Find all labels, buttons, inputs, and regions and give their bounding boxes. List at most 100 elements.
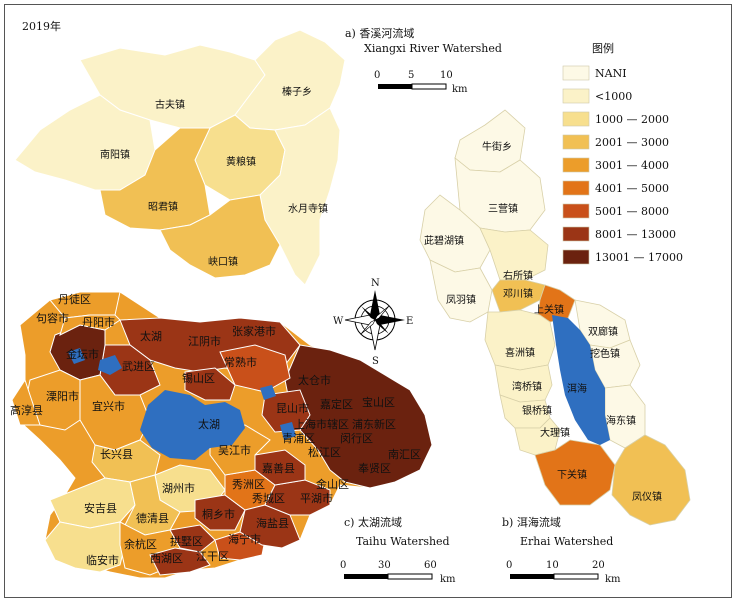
svg-text:右所镇: 右所镇 [503, 269, 533, 282]
svg-text:平湖市: 平湖市 [300, 491, 333, 505]
svg-text:茈碧湖镇: 茈碧湖镇 [424, 234, 464, 247]
svg-text:安吉县: 安吉县 [84, 501, 117, 515]
svg-text:30: 30 [378, 560, 391, 571]
panel-a-title-en: Xiangxi River Watershed [364, 42, 502, 55]
compass-n: N [371, 278, 380, 289]
svg-text:高淳县: 高淳县 [10, 403, 43, 417]
label-zhenzi: 榛子乡 [282, 85, 312, 98]
region-wase [589, 339, 641, 389]
svg-text:20: 20 [592, 560, 605, 571]
svg-text:洱海: 洱海 [567, 382, 587, 395]
svg-text:挖色镇: 挖色镇 [590, 347, 620, 360]
svg-text:丹徒区: 丹徒区 [58, 292, 91, 306]
small-lake-4 [280, 422, 296, 440]
svg-text:桐乡市: 桐乡市 [202, 507, 235, 521]
panel-b-scale-bar: 0 10 20 km [506, 560, 621, 585]
svg-text:下关镇: 下关镇 [557, 468, 587, 481]
svg-text:5: 5 [408, 70, 414, 81]
svg-text:km: km [440, 574, 456, 585]
small-lake-3 [260, 385, 276, 400]
svg-text:大理镇: 大理镇 [540, 426, 570, 439]
svg-text:武进区: 武进区 [122, 360, 155, 373]
legend-label: <1000 [595, 90, 632, 103]
svg-text:牛街乡: 牛街乡 [482, 140, 512, 153]
xiangxi-watershed-map: 古夫镇 榛子乡 南阳镇 黄粮镇 昭君镇 水月寺镇 峡口镇 [14, 29, 346, 286]
legend-swatch [562, 180, 590, 196]
svg-text:10: 10 [440, 70, 453, 81]
svg-text:松江区: 松江区 [308, 445, 341, 459]
svg-text:闵行区: 闵行区 [340, 431, 373, 445]
taihu-watershed-map: 丹徒区 句容市 丹阳市 金坛市 太湖 江阴市 张家港市 武进区 常熟市 溧阳市 … [10, 291, 433, 579]
svg-text:宜兴市: 宜兴市 [92, 399, 125, 413]
region-yousuo [479, 227, 549, 281]
legend-swatch [562, 111, 590, 127]
svg-text:60: 60 [424, 560, 437, 571]
svg-text:10: 10 [546, 560, 559, 571]
legend-label: 1000 — 2000 [595, 113, 669, 126]
svg-text:西湖区: 西湖区 [150, 552, 183, 565]
region-dali [514, 417, 561, 456]
svg-text:奉贤区: 奉贤区 [358, 461, 391, 475]
legend-title: 图例 [592, 41, 614, 55]
panel-c-title-cn: c) 太湖流域 [344, 515, 402, 529]
legend-swatch [562, 65, 590, 81]
region-xizhou [484, 309, 556, 371]
svg-text:双廊镇: 双廊镇 [588, 325, 618, 338]
svg-text:南汇区: 南汇区 [388, 448, 421, 461]
erhai-lake [552, 315, 610, 445]
svg-text:金山区: 金山区 [316, 477, 349, 491]
label-shuiyuesi: 水月寺镇 [288, 202, 328, 215]
svg-text:江干区: 江干区 [196, 550, 229, 563]
svg-text:德清县: 德清县 [136, 511, 169, 525]
legend: 图例 NANI <1000 1000 — 2000 2001 — 3000 3001 —… [562, 41, 683, 265]
svg-text:海宁市: 海宁市 [228, 532, 261, 546]
svg-text:0: 0 [506, 560, 512, 571]
region-zhaojun [99, 127, 211, 231]
svg-text:常熟市: 常熟市 [224, 355, 257, 369]
svg-text:上海市辖区: 上海市辖区 [294, 417, 349, 431]
region-gaochun [11, 378, 41, 426]
svg-text:锡山区: 锡山区 [182, 371, 215, 385]
panel-a-title-cn: a) 香溪河流域 [345, 26, 414, 40]
region-xihu [149, 547, 211, 576]
svg-text:金坛市: 金坛市 [66, 347, 99, 361]
legend-label: 2001 — 3000 [595, 136, 669, 149]
svg-text:太仓市: 太仓市 [298, 373, 331, 387]
svg-text:吴江市: 吴江市 [218, 443, 251, 457]
label-huangliang: 黄粮镇 [226, 155, 256, 168]
label-xiakou: 峡口镇 [208, 255, 238, 268]
svg-text:海东镇: 海东镇 [606, 414, 636, 427]
taihu-lake [140, 390, 245, 460]
svg-text:湖州市: 湖州市 [162, 481, 195, 495]
region-pinghu [264, 479, 331, 516]
small-lake-1 [98, 355, 122, 375]
panel-b-title-cn: b) 洱海流域 [502, 515, 561, 529]
legend-swatch [562, 249, 590, 265]
erhai-watershed-map: 牛街乡 三营镇 茈碧湖镇 凤羽镇 右所镇 邓川镇 上关镇 双廊镇 挖色镇 喜洲镇… [419, 109, 691, 526]
legend-label: NANI [595, 67, 627, 80]
svg-text:嘉善县: 嘉善县 [262, 461, 295, 475]
legend-swatch [562, 157, 590, 173]
legend-label: 13001 — 17000 [595, 251, 683, 264]
svg-text:长兴县: 长兴县 [100, 448, 133, 461]
label-zhaojun: 昭君镇 [148, 200, 178, 213]
region-kunshan [261, 389, 311, 433]
svg-text:湾桥镇: 湾桥镇 [512, 380, 542, 393]
svg-text:凤仪镇: 凤仪镇 [632, 490, 662, 503]
svg-text:嘉定区: 嘉定区 [320, 397, 353, 411]
label-nanyang: 南阳镇 [100, 148, 130, 161]
north-arrow-compass: N S E W [333, 278, 413, 367]
svg-text:丹阳市: 丹阳市 [82, 315, 115, 329]
compass-e: E [406, 316, 413, 327]
svg-text:临安市: 临安市 [86, 553, 119, 567]
svg-text:km: km [605, 574, 621, 585]
svg-text:余杭区: 余杭区 [124, 537, 157, 551]
legend-swatch [562, 88, 590, 104]
legend-label: 8001 — 13000 [595, 228, 676, 241]
svg-text:浦东新区: 浦东新区 [352, 417, 396, 431]
svg-text:三营镇: 三营镇 [488, 202, 518, 215]
year-label: 2019年 [22, 19, 61, 33]
compass-s: S [372, 356, 379, 367]
svg-text:拱墅区: 拱墅区 [170, 534, 203, 548]
